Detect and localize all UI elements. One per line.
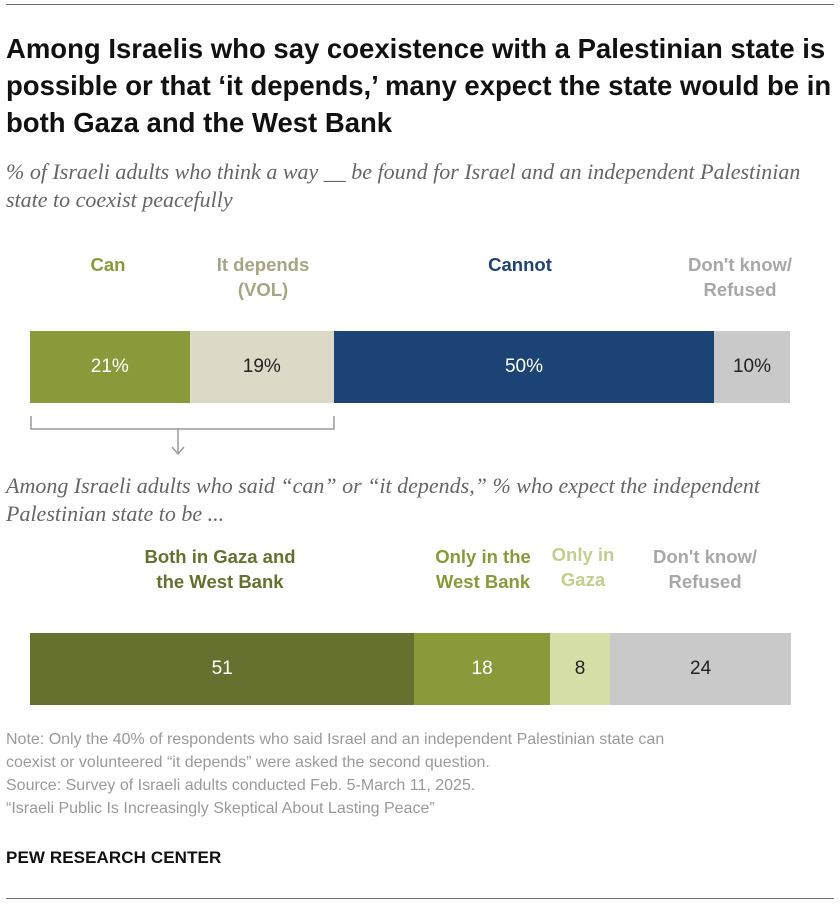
stacked-bar-location: 51 18 8 24 bbox=[30, 633, 791, 705]
stacked-bar-coexistence: 21% 19% 50% 10% bbox=[30, 331, 790, 403]
bracket-arrow bbox=[30, 416, 335, 456]
legend-both-line1: Both in Gaza and bbox=[144, 546, 296, 567]
bar-segment-cannot: 50% bbox=[334, 331, 714, 403]
note-line-2: coexist or volunteered “it depends” were… bbox=[6, 754, 490, 771]
data-label-dont-know: 10% bbox=[732, 356, 772, 377]
legend-west-bank-line1: Only in the bbox=[435, 546, 531, 567]
legend-it-depends-line1: It depends bbox=[216, 254, 310, 275]
legend-west-bank: Only in the West Bank bbox=[418, 544, 548, 594]
chart-subtitle-2: Among Israeli adults who said “can” or “… bbox=[6, 473, 761, 526]
data-label-dont-know-2: 24 bbox=[690, 658, 712, 679]
legend-can: Can bbox=[58, 252, 158, 277]
data-label-it-depends: 19% bbox=[242, 356, 281, 377]
legend-dont-know: Don't know/ Refused bbox=[650, 252, 830, 302]
chart-title: Among Israelis who say coexistence with … bbox=[6, 33, 832, 138]
bottom-rule bbox=[6, 898, 834, 899]
data-label-both: 51 bbox=[211, 658, 233, 679]
data-label-cannot: 50% bbox=[504, 356, 544, 377]
data-label-gaza: 8 bbox=[574, 658, 586, 679]
legend-dont-know-2: Don't know/ Refused bbox=[620, 544, 790, 594]
bar-segment-it-depends: 19% bbox=[189, 331, 334, 403]
legend-dont-know-2-line1: Don't know/ bbox=[652, 546, 758, 567]
bar-segment-dont-know: 10% bbox=[714, 331, 790, 403]
data-label-can: 21% bbox=[90, 356, 129, 377]
legend-dont-know-2-line2: Refused bbox=[668, 571, 742, 592]
bar-segment-both: 51 bbox=[30, 633, 415, 705]
legend-cannot-text: Cannot bbox=[488, 254, 552, 275]
source-line: Source: Survey of Israeli adults conduct… bbox=[6, 777, 476, 794]
top-rule bbox=[6, 4, 834, 5]
legend-dont-know-line1: Don't know/ bbox=[687, 254, 793, 275]
legend-gaza: Only in Gaza bbox=[543, 542, 623, 592]
legend-it-depends: It depends (VOL) bbox=[183, 252, 343, 302]
note-line-1: Note: Only the 40% of respondents who sa… bbox=[6, 731, 665, 748]
bar-segment-west-bank: 18 bbox=[414, 633, 550, 705]
chart-subtitle-1: % of Israeli adults who think a way __ b… bbox=[6, 159, 801, 212]
legend-it-depends-line2: (VOL) bbox=[237, 279, 289, 300]
legend-both: Both in Gaza and the West Bank bbox=[110, 544, 330, 594]
legend-can-text: Can bbox=[90, 254, 126, 275]
bar-segment-gaza: 8 bbox=[549, 633, 611, 705]
legend-gaza-line2: Gaza bbox=[560, 569, 606, 590]
report-line: “Israeli Public Is Increasingly Skeptica… bbox=[6, 800, 435, 817]
brand-name: PEW RESEARCH CENTER bbox=[6, 848, 222, 867]
legend-dont-know-line2: Refused bbox=[703, 279, 777, 300]
bar-segment-dont-know-2: 24 bbox=[610, 633, 791, 705]
legend-both-line2: the West Bank bbox=[156, 571, 284, 592]
legend-gaza-line1: Only in bbox=[551, 544, 615, 565]
legend-west-bank-line2: West Bank bbox=[435, 571, 531, 592]
data-label-west-bank: 18 bbox=[471, 658, 493, 679]
bar-segment-can: 21% bbox=[30, 331, 190, 403]
legend-cannot: Cannot bbox=[440, 252, 600, 277]
